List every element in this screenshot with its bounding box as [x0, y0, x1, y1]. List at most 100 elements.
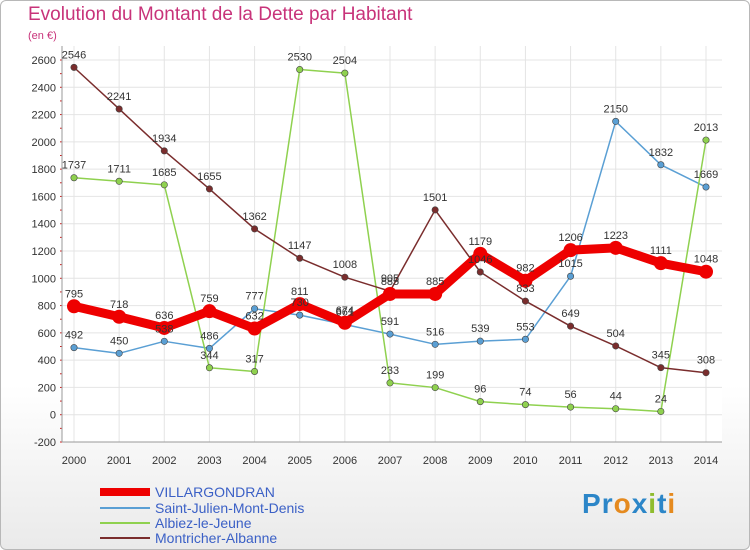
data-label-montricher-albanne: 1934 — [152, 133, 176, 145]
data-point-saint-julien-mont-denis — [296, 311, 304, 319]
data-label-villargondran: 795 — [65, 288, 83, 300]
legend-label: Saint-Julien-Mont-Denis — [155, 500, 305, 516]
data-point-villargondran — [202, 304, 217, 319]
data-label-albiez-le-jeune: 96 — [474, 384, 486, 396]
legend-item-montricher-albanne: Montricher-Albanne — [100, 530, 360, 546]
data-label-montricher-albanne: 1655 — [197, 171, 221, 183]
chart-title: Evolution du Montant de la Dette par Hab… — [28, 4, 413, 25]
data-point-saint-julien-mont-denis — [657, 161, 665, 169]
x-tick-label: 2003 — [197, 455, 221, 467]
proxiti-logo: Proxiti — [582, 488, 676, 520]
data-label-montricher-albanne: 1008 — [333, 259, 357, 271]
x-tick-label: 2014 — [694, 455, 718, 467]
data-label-villargondran: 636 — [155, 310, 173, 322]
legend-swatch — [100, 488, 150, 496]
data-point-montricher-albanne — [431, 206, 439, 214]
y-tick-label: 2400 — [32, 82, 56, 94]
x-tick-label: 2010 — [513, 455, 537, 467]
data-point-albiez-le-jeune — [657, 407, 665, 415]
data-label-villargondran: 1179 — [468, 236, 492, 248]
data-point-villargondran — [157, 320, 172, 335]
data-point-montricher-albanne — [657, 364, 665, 372]
data-point-saint-julien-mont-denis — [567, 272, 575, 280]
data-point-montricher-albanne — [612, 342, 620, 350]
data-point-saint-julien-mont-denis — [386, 330, 394, 338]
data-point-villargondran — [473, 246, 488, 261]
y-tick-label: 800 — [38, 301, 56, 313]
data-label-villargondran: 1048 — [694, 254, 718, 266]
data-label-albiez-le-jeune: 344 — [200, 350, 218, 362]
data-label-saint-julien-mont-denis: 1015 — [558, 258, 582, 270]
data-point-villargondran — [428, 286, 443, 301]
data-label-villargondran: 674 — [336, 305, 354, 317]
data-label-montricher-albanne: 1362 — [242, 211, 266, 223]
data-label-saint-julien-mont-denis: 2150 — [603, 103, 627, 115]
legend-label: VILLARGONDRAN — [155, 484, 275, 500]
y-tick-label: 2200 — [32, 110, 56, 122]
data-label-saint-julien-mont-denis: 538 — [155, 323, 173, 335]
data-label-saint-julien-mont-denis: 591 — [381, 316, 399, 328]
logo-letter: x — [631, 488, 649, 519]
data-point-saint-julien-mont-denis — [205, 344, 213, 352]
legend-label: Albiez-le-Jeune — [155, 515, 252, 531]
data-label-albiez-le-jeune: 24 — [655, 393, 667, 405]
legend-swatch — [100, 537, 150, 539]
data-point-albiez-le-jeune — [431, 384, 439, 392]
data-point-montricher-albanne — [205, 185, 213, 193]
logo-letter: i — [648, 488, 658, 519]
y-tick-label: 200 — [38, 382, 56, 394]
data-point-villargondran — [337, 315, 352, 330]
data-point-saint-julien-mont-denis — [431, 340, 439, 348]
x-tick-label: 2011 — [559, 455, 583, 467]
data-point-saint-julien-mont-denis — [612, 117, 620, 125]
data-label-albiez-le-jeune: 56 — [564, 389, 576, 401]
data-label-albiez-le-jeune: 1685 — [152, 167, 176, 179]
data-point-montricher-albanne — [160, 147, 168, 155]
x-tick-label: 2006 — [333, 455, 357, 467]
x-tick-label: 2013 — [649, 455, 673, 467]
data-label-montricher-albanne: 2546 — [62, 49, 86, 61]
data-point-albiez-le-jeune — [521, 401, 529, 409]
data-point-saint-julien-mont-denis — [476, 337, 484, 345]
logo-letter: o — [613, 488, 632, 519]
data-label-montricher-albanne: 1046 — [468, 254, 492, 266]
logo-letter: i — [667, 488, 677, 519]
data-label-saint-julien-mont-denis: 450 — [110, 335, 128, 347]
data-point-saint-julien-mont-denis — [702, 183, 710, 191]
data-point-albiez-le-jeune — [70, 174, 78, 182]
data-point-villargondran — [563, 243, 578, 258]
data-label-albiez-le-jeune: 199 — [426, 370, 444, 382]
data-label-montricher-albanne: 2241 — [107, 91, 131, 103]
data-label-saint-julien-mont-denis: 553 — [516, 321, 534, 333]
data-label-montricher-albanne: 649 — [561, 308, 579, 320]
data-point-villargondran — [608, 240, 623, 255]
data-point-montricher-albanne — [115, 105, 123, 113]
logo-letter: t — [657, 488, 668, 519]
y-tick-label: 2000 — [32, 137, 56, 149]
y-tick-label: 1000 — [32, 273, 56, 285]
x-tick-label: 2007 — [378, 455, 402, 467]
data-label-villargondran: 982 — [516, 263, 534, 275]
logo-letter: P — [582, 488, 602, 519]
x-tick-label: 2004 — [242, 455, 266, 467]
data-label-saint-julien-mont-denis: 661 — [336, 307, 354, 319]
data-label-saint-julien-mont-denis: 777 — [245, 291, 263, 303]
legend-swatch — [100, 507, 150, 509]
data-label-villargondran: 1223 — [603, 230, 627, 242]
data-label-villargondran: 885 — [426, 276, 444, 288]
data-label-albiez-le-jeune: 44 — [610, 391, 622, 403]
data-point-albiez-le-jeune — [567, 403, 575, 411]
data-label-saint-julien-mont-denis: 1832 — [649, 147, 673, 159]
data-point-albiez-le-jeune — [612, 405, 620, 413]
y-tick-label: 600 — [38, 328, 56, 340]
data-point-montricher-albanne — [251, 225, 259, 233]
data-label-montricher-albanne: 1147 — [288, 240, 312, 252]
data-point-albiez-le-jeune — [476, 398, 484, 406]
data-label-albiez-le-jeune: 74 — [519, 387, 531, 399]
logo-letter: r — [601, 488, 614, 519]
data-label-saint-julien-mont-denis: 492 — [65, 330, 83, 342]
data-label-montricher-albanne: 1501 — [423, 192, 447, 204]
data-point-montricher-albanne — [702, 369, 710, 377]
x-tick-label: 2001 — [107, 455, 131, 467]
legend-item-saint-julien-mont-denis: Saint-Julien-Mont-Denis — [100, 500, 360, 516]
